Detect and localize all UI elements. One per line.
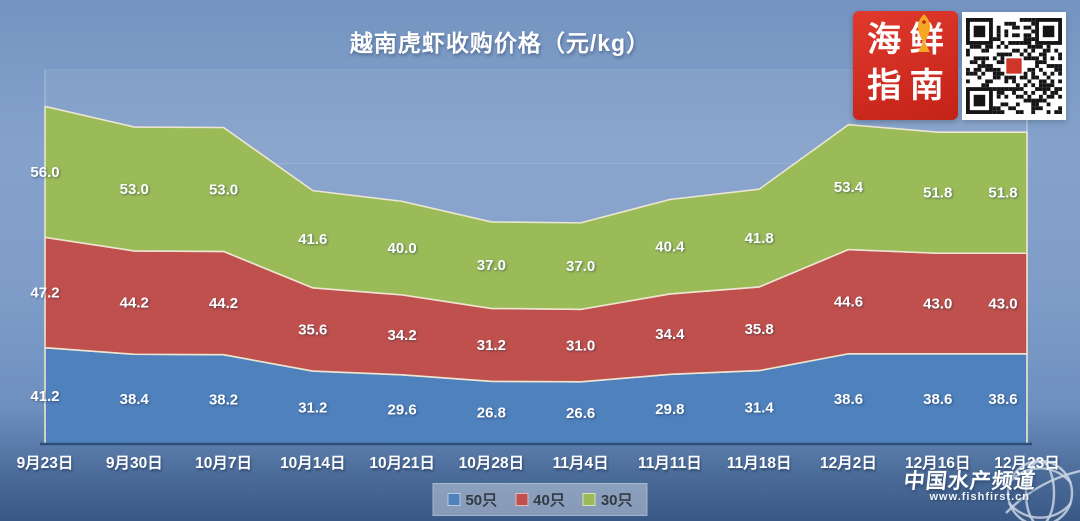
value-label-40只: 43.0 bbox=[923, 296, 952, 313]
value-label-50只: 26.6 bbox=[566, 405, 595, 422]
value-label-40只: 34.2 bbox=[387, 327, 416, 344]
globe-icon bbox=[1005, 459, 1080, 521]
x-axis-label: 9月23日 bbox=[17, 454, 74, 472]
value-label-40只: 31.0 bbox=[566, 338, 595, 355]
value-label-50只: 31.4 bbox=[745, 399, 775, 416]
value-label-30只: 53.0 bbox=[209, 181, 238, 198]
seafood-guide-logo: 海 鲜 指 南 bbox=[853, 11, 958, 120]
chart-legend: 50只 40只 30只 bbox=[432, 483, 648, 516]
value-label-30只: 51.8 bbox=[988, 185, 1017, 202]
value-label-40只: 44.2 bbox=[120, 295, 149, 312]
value-label-50只: 38.2 bbox=[209, 391, 238, 408]
x-axis-label: 11月4日 bbox=[553, 454, 609, 472]
value-label-40只: 44.6 bbox=[834, 294, 863, 311]
watermark: 中国水产频道 www.fishfirst.cn bbox=[860, 457, 1080, 521]
x-axis-label: 9月30日 bbox=[106, 454, 163, 472]
x-axis-label: 10月28日 bbox=[459, 454, 524, 472]
value-label-50只: 26.8 bbox=[477, 405, 506, 422]
chart-title: 越南虎虾收购价格（元/kg） bbox=[349, 30, 651, 56]
x-axis-label: 10月14日 bbox=[280, 454, 345, 472]
legend-swatch bbox=[582, 493, 596, 506]
value-label-30只: 53.4 bbox=[834, 179, 864, 196]
x-axis-label: 12月16日 bbox=[905, 454, 970, 472]
qr-pattern bbox=[966, 18, 1062, 114]
value-label-30只: 40.0 bbox=[387, 240, 416, 257]
area-band-30只 bbox=[44, 105, 1028, 311]
legend-swatch bbox=[447, 493, 461, 506]
value-label-50只: 29.6 bbox=[387, 401, 416, 418]
value-label-30只: 37.0 bbox=[477, 257, 506, 274]
value-label-40只: 44.2 bbox=[209, 295, 238, 312]
value-label-50只: 31.2 bbox=[298, 400, 327, 417]
x-axis-label: 11月18日 bbox=[727, 454, 792, 472]
legend-label: 40只 bbox=[533, 492, 565, 509]
fish-icon bbox=[917, 14, 931, 52]
logo-char: 指 bbox=[867, 67, 902, 105]
value-label-30只: 37.0 bbox=[566, 258, 595, 275]
value-label-30只: 53.0 bbox=[120, 181, 149, 198]
legend-item-40只: 40只 bbox=[515, 489, 565, 510]
value-label-50只: 38.6 bbox=[923, 391, 952, 408]
x-axis-label: 10月21日 bbox=[369, 454, 434, 472]
value-label-40只: 34.4 bbox=[655, 326, 685, 343]
legend-swatch bbox=[515, 493, 529, 506]
legend-label: 30只 bbox=[600, 492, 633, 509]
logo-characters: 海 鲜 指 南 bbox=[863, 19, 948, 110]
legend-item-30只: 30只 bbox=[582, 489, 633, 510]
value-label-50只: 41.2 bbox=[30, 388, 59, 405]
value-label-40只: 43.0 bbox=[988, 296, 1017, 313]
x-axis-label: 10月7日 bbox=[195, 454, 252, 472]
value-label-50只: 29.8 bbox=[655, 401, 684, 418]
value-label-50只: 38.6 bbox=[834, 391, 863, 408]
value-label-30只: 41.6 bbox=[298, 231, 327, 248]
value-label-40只: 31.2 bbox=[477, 337, 506, 354]
value-label-40只: 47.2 bbox=[30, 285, 59, 302]
value-label-50只: 38.6 bbox=[988, 391, 1017, 408]
value-label-40只: 35.8 bbox=[745, 321, 774, 338]
watermark-url: www.fishfirst.cn bbox=[929, 491, 1030, 503]
value-label-30只: 41.8 bbox=[745, 230, 774, 247]
x-axis-label: 11月11日 bbox=[638, 454, 702, 472]
qr-code bbox=[962, 12, 1066, 120]
legend-item-50只: 50只 bbox=[447, 489, 497, 510]
value-label-30只: 51.8 bbox=[923, 185, 952, 202]
value-label-30只: 40.4 bbox=[655, 239, 685, 256]
value-label-50只: 38.4 bbox=[120, 391, 150, 408]
legend-label: 50只 bbox=[465, 492, 498, 509]
logo-char: 南 bbox=[909, 67, 944, 105]
x-axis-label: 12月2日 bbox=[820, 454, 877, 472]
value-label-40只: 35.6 bbox=[298, 321, 327, 338]
logo-char: 海 bbox=[867, 22, 902, 59]
value-label-30只: 56.0 bbox=[30, 164, 59, 181]
